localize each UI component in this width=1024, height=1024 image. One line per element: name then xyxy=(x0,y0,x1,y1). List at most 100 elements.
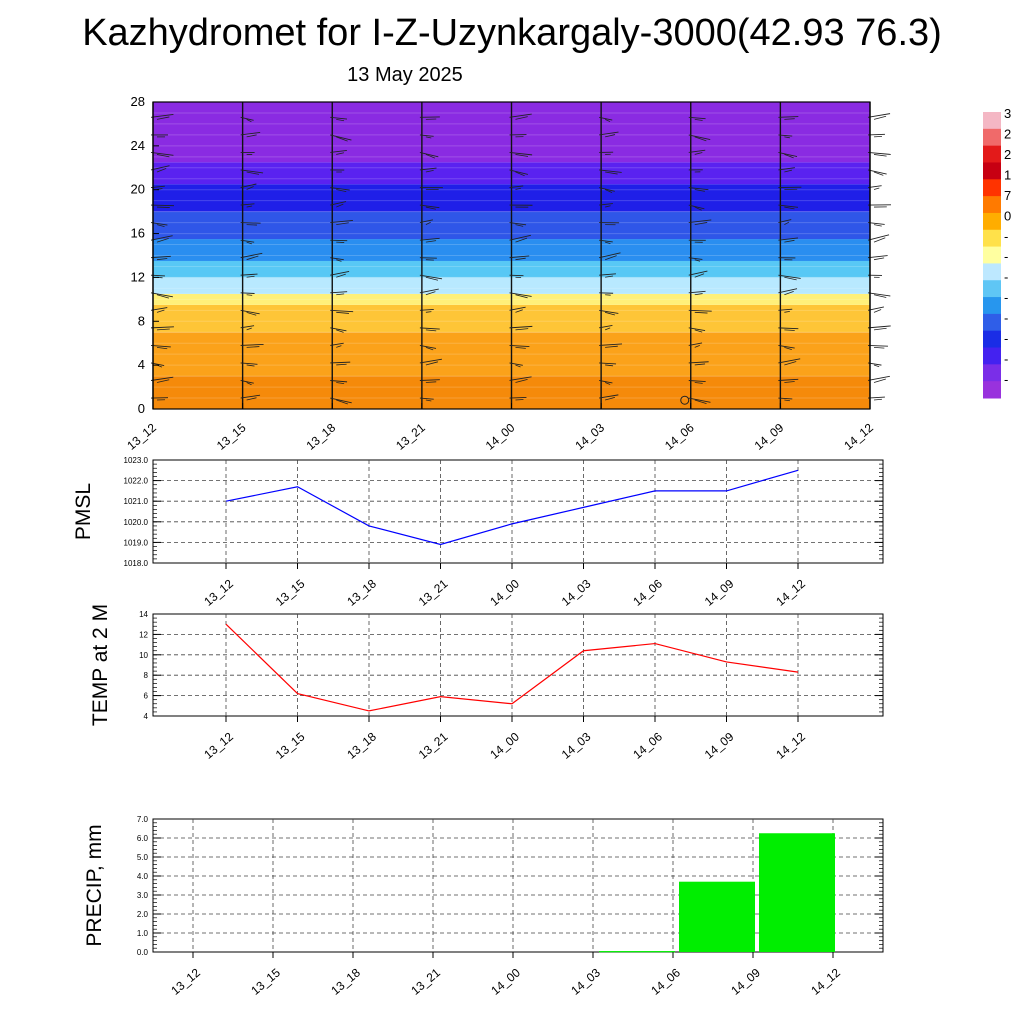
colorbar-swatch xyxy=(983,364,1001,382)
wind-barb xyxy=(784,239,795,243)
wind-barb xyxy=(873,378,886,383)
x-tick-label: 13_12 xyxy=(124,420,159,452)
wind-barb xyxy=(150,344,171,348)
wind-barb xyxy=(240,239,255,243)
wind-barb-column xyxy=(509,102,533,409)
wind-barb xyxy=(156,206,170,208)
wind-barb xyxy=(246,294,253,296)
wind-barb xyxy=(336,311,349,314)
pmsl-series-line xyxy=(225,469,799,546)
wind-barb xyxy=(240,292,255,294)
wind-barb xyxy=(246,346,260,348)
wind-barb xyxy=(509,362,523,366)
wind-barb xyxy=(605,397,615,401)
wind-barb xyxy=(688,309,712,312)
plot-frame xyxy=(152,818,884,953)
wind-barb xyxy=(419,151,439,158)
wind-barb xyxy=(425,347,434,351)
wind-barb xyxy=(425,329,437,332)
x-tick-label: 14_09 xyxy=(702,576,737,608)
wind-barb xyxy=(150,114,174,118)
precip-bar xyxy=(679,881,755,952)
colorbar-swatch xyxy=(983,246,1001,264)
cross-section-panel: 0 4 8 12 16 20 24 28 13_12 13_15 13_18 13_21 14_00 14… xyxy=(124,94,892,453)
colorbar-label: 2 xyxy=(1004,147,1011,162)
wind-barb xyxy=(605,205,611,208)
wind-barb xyxy=(509,292,532,297)
wind-barb xyxy=(246,311,257,316)
wind-barb xyxy=(694,136,707,142)
colorbar-label: 7 xyxy=(1004,188,1011,203)
wind-barb xyxy=(784,329,795,331)
x-tick-label: 14_03 xyxy=(559,729,594,761)
y-tick-label: 1020.0 xyxy=(124,518,149,527)
wind-barb xyxy=(240,309,260,315)
wind-barb xyxy=(419,219,434,224)
wind-barb xyxy=(694,345,700,348)
wind-barb xyxy=(509,306,526,311)
wind-barb xyxy=(425,381,437,383)
wind-barb xyxy=(784,381,795,383)
wind-barb xyxy=(778,274,801,279)
wind-barb xyxy=(509,185,524,188)
x-tick-label: 13_18 xyxy=(304,420,339,452)
wind-barb xyxy=(784,361,797,366)
colorbar-label: - xyxy=(1004,270,1008,285)
y-tick-label: 4 xyxy=(138,357,145,372)
wind-barb xyxy=(784,310,790,313)
wind-barb xyxy=(599,394,619,399)
colorbar-swatch xyxy=(983,280,1001,298)
wind-barb xyxy=(240,183,257,188)
wind-barb xyxy=(778,358,801,364)
wind-barb xyxy=(599,380,613,384)
y-tick-label: 8 xyxy=(138,313,145,328)
wind-barb xyxy=(336,222,349,226)
wind-barb xyxy=(330,309,354,313)
wind-barb xyxy=(246,275,255,278)
wind-barb xyxy=(867,151,891,155)
colorbar-label: - xyxy=(1004,352,1008,367)
wind-barb xyxy=(778,288,798,294)
colorbar-label: - xyxy=(1004,229,1008,244)
x-tick-label: 14_00 xyxy=(488,965,523,997)
wind-barb xyxy=(605,345,618,348)
wind-barb xyxy=(778,327,799,330)
y-tick-label: 1023.0 xyxy=(124,456,149,465)
wind-barb xyxy=(515,347,526,349)
wind-barb xyxy=(509,169,528,175)
colorbar-swatch xyxy=(983,347,1001,365)
wind-barb xyxy=(688,361,709,364)
wind-barb xyxy=(246,171,260,175)
y-tick-label: 14 xyxy=(139,610,148,619)
y-axis-title: TEMP at 2 M xyxy=(89,604,112,726)
wind-barb xyxy=(425,240,437,243)
x-tick-label: 14_12 xyxy=(808,965,843,997)
wind-barb xyxy=(156,347,168,350)
wind-barb xyxy=(867,234,890,241)
wind-barb xyxy=(419,308,434,311)
wind-barb xyxy=(867,344,888,347)
wind-barb xyxy=(605,241,611,245)
wind-barb xyxy=(873,309,882,313)
x-tick-label: 14_03 xyxy=(559,576,594,608)
wind-barb xyxy=(150,222,168,226)
wind-barb xyxy=(515,237,528,243)
wind-barb xyxy=(778,237,799,241)
wind-barb xyxy=(515,154,529,157)
colorbar-label: - xyxy=(1004,290,1008,305)
wind-barb xyxy=(150,204,174,207)
wind-barb xyxy=(605,364,614,367)
y-tick-label: 1.0 xyxy=(137,929,149,938)
wind-barb xyxy=(509,255,530,259)
x-tick-label: 13_18 xyxy=(328,965,363,997)
wind-barb xyxy=(778,204,799,208)
wind-barb xyxy=(240,380,254,384)
wind-barb xyxy=(246,397,257,401)
wind-barb xyxy=(867,255,888,259)
wind-barb xyxy=(240,169,264,174)
wind-barb xyxy=(330,257,344,261)
wind-barb xyxy=(336,152,345,155)
wind-barb xyxy=(778,344,795,349)
wind-barb xyxy=(419,167,437,171)
colorbar-swatch xyxy=(983,297,1001,315)
